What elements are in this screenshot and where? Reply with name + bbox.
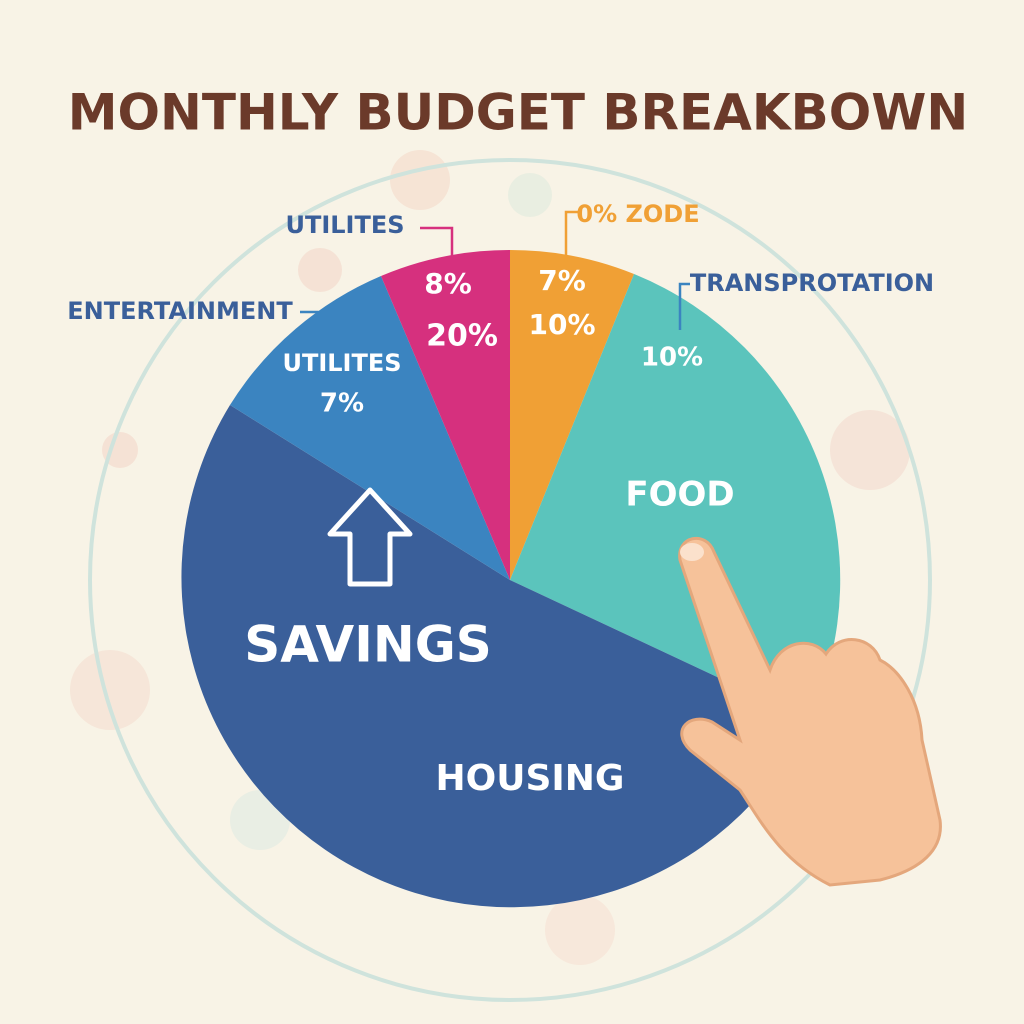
- callout: UTILITES: [285, 211, 404, 239]
- pie: [181, 249, 841, 908]
- callout: 0% ZODE: [576, 200, 699, 228]
- callout: ENTERTAINMENT: [67, 297, 293, 325]
- slice-label: 7%: [320, 389, 364, 419]
- slice-label: 7%: [538, 264, 586, 297]
- slice: [510, 249, 634, 580]
- slice-label: FOOD: [625, 475, 734, 515]
- hand-shape: [678, 536, 942, 887]
- slice-label: HOUSING: [436, 758, 625, 799]
- decor-ring: [88, 158, 932, 1002]
- slice-label: 20%: [426, 319, 498, 354]
- callout: TRANSPROTATION: [690, 269, 934, 297]
- slice: [381, 249, 510, 580]
- slice-label: 10%: [641, 343, 703, 373]
- slice-labels: 8% 20% 7% 10% UTILITES 7% 10% FOOD SAVIN…: [244, 264, 734, 799]
- hand: [678, 536, 942, 887]
- slice: [181, 405, 809, 908]
- slice-label: 8%: [424, 267, 472, 300]
- up-arrow-icon: [327, 487, 413, 587]
- title: MONTHLY BUDGET BREAKBOWN: [68, 84, 969, 142]
- fingernail: [680, 543, 704, 561]
- slice-label: UTILITES: [282, 349, 401, 377]
- slice-label: 10%: [528, 308, 595, 341]
- slice: [230, 276, 510, 580]
- slice-label: SAVINGS: [244, 616, 492, 674]
- leader-lines: [300, 210, 690, 333]
- slice: [510, 274, 841, 720]
